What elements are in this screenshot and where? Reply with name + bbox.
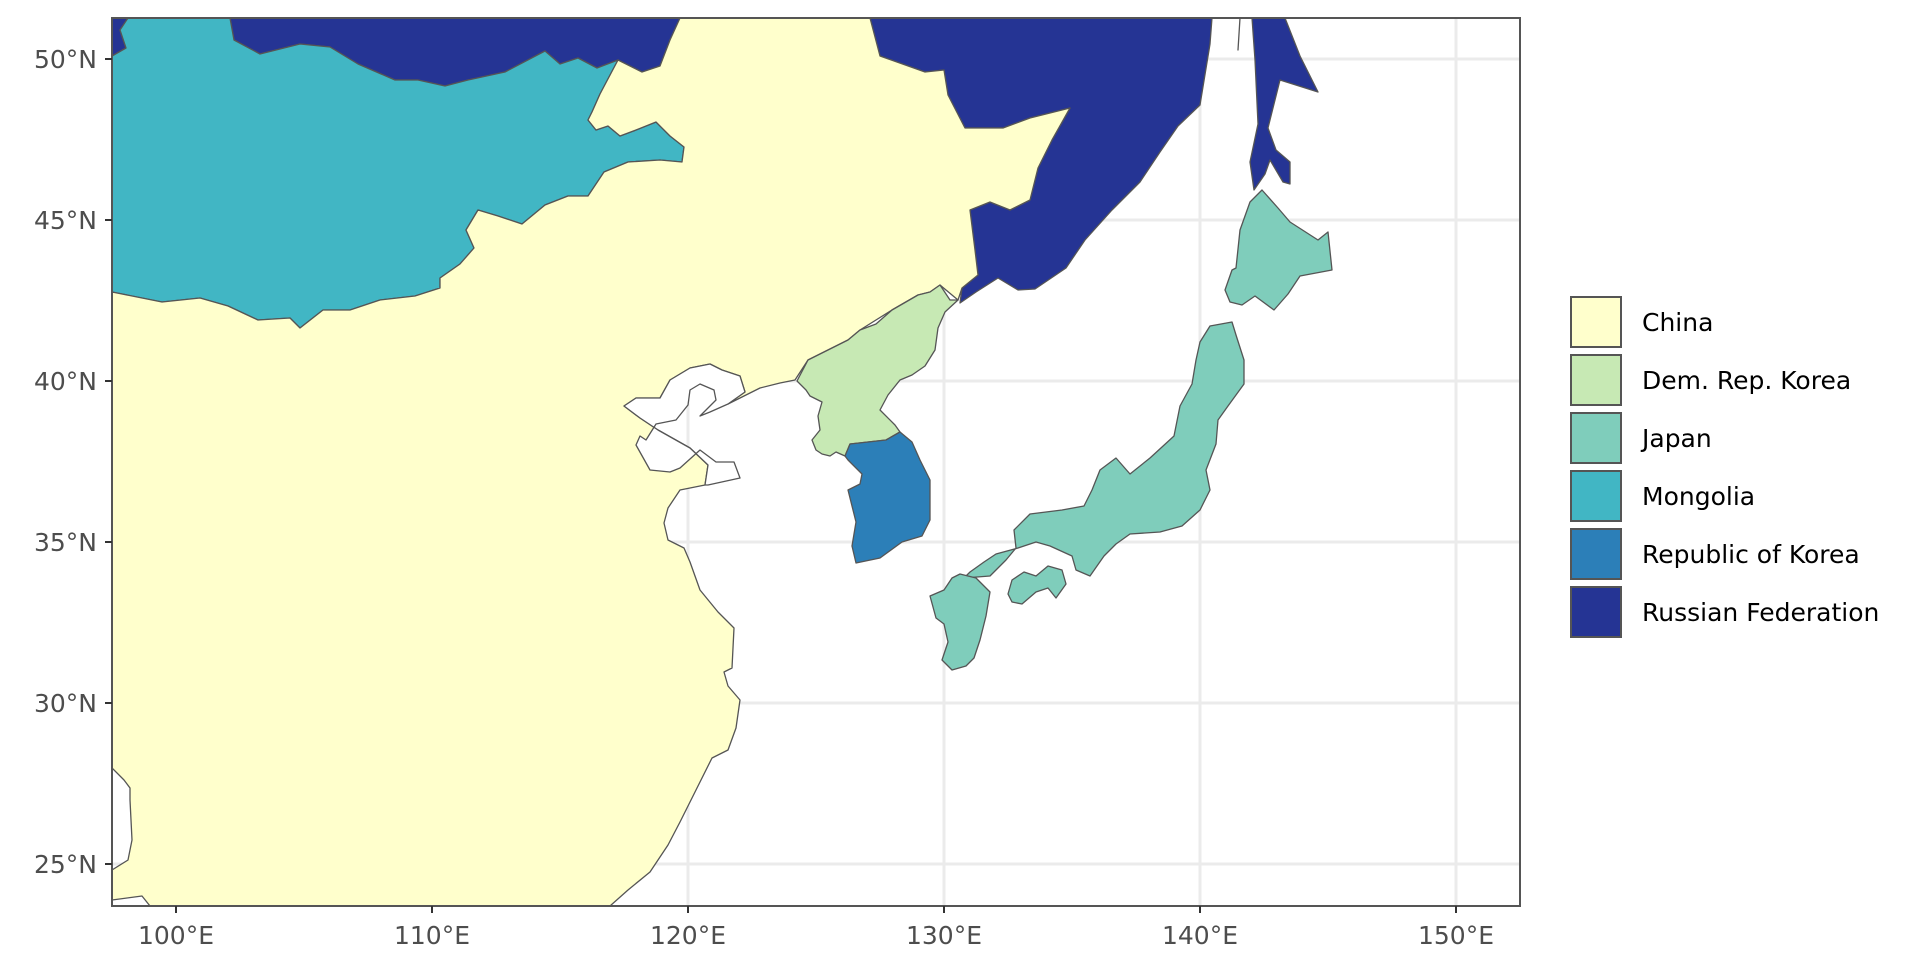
country-japan-hokkaido [1224, 189, 1333, 311]
country-china [112, 18, 1071, 906]
country-dem-rep-korea [796, 284, 959, 457]
x-tick-label: 150°E [1418, 921, 1494, 950]
legend-swatch [1570, 470, 1622, 522]
legend-label: China [1642, 307, 1714, 337]
legend-swatch [1570, 586, 1622, 638]
legend-swatch [1570, 412, 1622, 464]
y-tick-label: 50°N [34, 45, 97, 74]
x-tick-label: 130°E [906, 921, 982, 950]
legend-label: Japan [1642, 423, 1712, 453]
country-japan-kyushu [929, 573, 991, 671]
country-japan-honshu [963, 321, 1245, 579]
gulf-bohai [623, 363, 746, 486]
y-tick-label: 40°N [34, 367, 97, 396]
legend-item-dem-rep-korea: Dem. Rep. Korea [1570, 351, 1910, 409]
axis-ticks [105, 58, 1457, 913]
legend-label: Republic of Korea [1642, 539, 1860, 569]
legend-swatch [1570, 296, 1622, 348]
x-tick-label: 140°E [1162, 921, 1238, 950]
x-tick-label: 100°E [138, 921, 214, 950]
country-republic-of-korea [844, 431, 931, 564]
legend-item-japan: Japan [1570, 409, 1910, 467]
y-axis: 25°N 30°N 35°N 40°N 45°N 50°N [34, 45, 97, 879]
legend-swatch [1570, 354, 1622, 406]
legend-label: Dem. Rep. Korea [1642, 365, 1852, 395]
x-tick-label: 110°E [394, 921, 470, 950]
y-tick-label: 35°N [34, 528, 97, 557]
legend-item-russian-federation: Russian Federation [1570, 583, 1910, 641]
y-tick-label: 25°N [34, 850, 97, 879]
legend: China Dem. Rep. Korea Japan Mongolia Rep… [1570, 293, 1910, 641]
legend-item-china: China [1570, 293, 1910, 351]
x-axis: 100°E 110°E 120°E 130°E 140°E 150°E [138, 921, 1494, 950]
map-panel-border [111, 17, 1521, 907]
y-tick-label: 30°N [34, 689, 97, 718]
legend-item-mongolia: Mongolia [1570, 467, 1910, 525]
legend-swatch [1570, 528, 1622, 580]
legend-label: Mongolia [1642, 481, 1756, 511]
legend-label: Russian Federation [1642, 597, 1880, 627]
y-tick-label: 45°N [34, 206, 97, 235]
legend-item-republic-of-korea: Republic of Korea [1570, 525, 1910, 583]
x-tick-label: 120°E [650, 921, 726, 950]
country-japan-shikoku [1007, 565, 1067, 605]
